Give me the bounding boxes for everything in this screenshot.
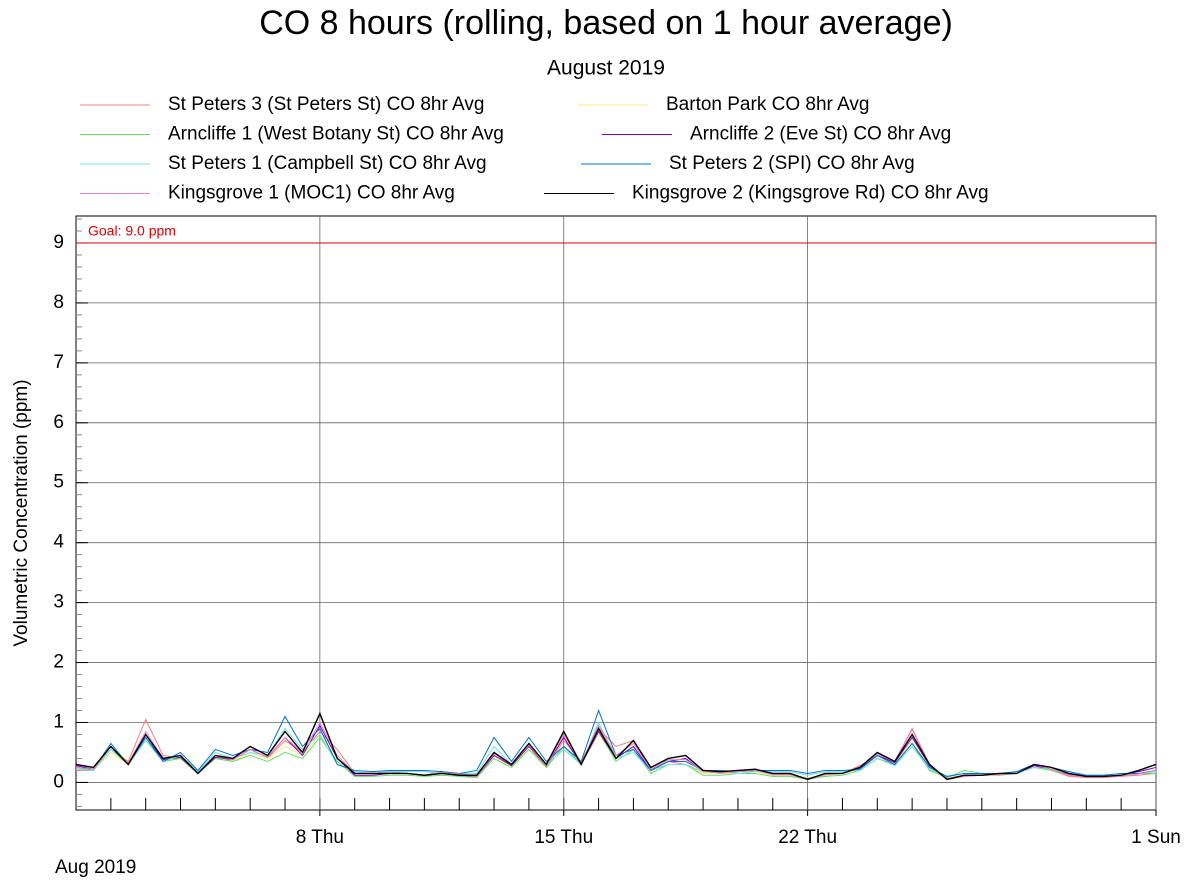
- y-tick-label: 0: [53, 771, 64, 792]
- legend-label: St Peters 3 (St Peters St) CO 8hr Avg: [168, 94, 484, 115]
- series-line: [75, 721, 1157, 780]
- y-axis-label: Volumetric Concentration (ppm): [11, 379, 32, 646]
- y-tick-label: 4: [53, 532, 64, 553]
- legend-label: Arncliffe 2 (Eve St) CO 8hr Avg: [690, 124, 951, 145]
- x-tick-label: 8 Thu: [296, 827, 344, 848]
- series-line: [75, 721, 1157, 777]
- y-tick-label: 3: [53, 592, 64, 613]
- series-line: [75, 724, 1157, 780]
- legend-label: Arncliffe 1 (West Botany St) CO 8hr Avg: [168, 124, 504, 145]
- plot-frame: [75, 215, 1157, 811]
- y-tick-label: 9: [53, 232, 64, 253]
- series-line: [75, 709, 1157, 777]
- legend-label: St Peters 2 (SPI) CO 8hr Avg: [669, 153, 915, 174]
- x-tick-label: 1 Sun: [1131, 827, 1181, 848]
- y-tick-label: 7: [53, 352, 64, 373]
- y-tick-label: 1: [53, 712, 64, 733]
- chart-title: CO 8 hours (rolling, based on 1 hour ave…: [259, 4, 953, 42]
- x-axis-label: Aug 2019: [55, 857, 136, 878]
- y-tick-label: 5: [53, 472, 64, 493]
- series-line: [76, 718, 1157, 780]
- legend-label: Kingsgrove 2 (Kingsgrove Rd) CO 8hr Avg: [632, 183, 989, 204]
- y-tick-label: 8: [53, 292, 64, 313]
- y-tick-label: 2: [53, 652, 64, 673]
- x-tick-label: 22 Thu: [778, 827, 837, 848]
- series-line: [75, 711, 1157, 781]
- chart-subtitle: August 2019: [547, 57, 665, 80]
- legend-label: Barton Park CO 8hr Avg: [666, 94, 869, 115]
- goal-label: Goal: 9.0 ppm: [88, 223, 176, 239]
- series-line: [75, 730, 1156, 780]
- legend-label: St Peters 1 (Campbell St) CO 8hr Avg: [168, 153, 487, 174]
- y-tick-label: 6: [53, 412, 64, 433]
- legend-label: Kingsgrove 1 (MOC1) CO 8hr Avg: [168, 183, 455, 204]
- x-tick-label: 15 Thu: [534, 827, 593, 848]
